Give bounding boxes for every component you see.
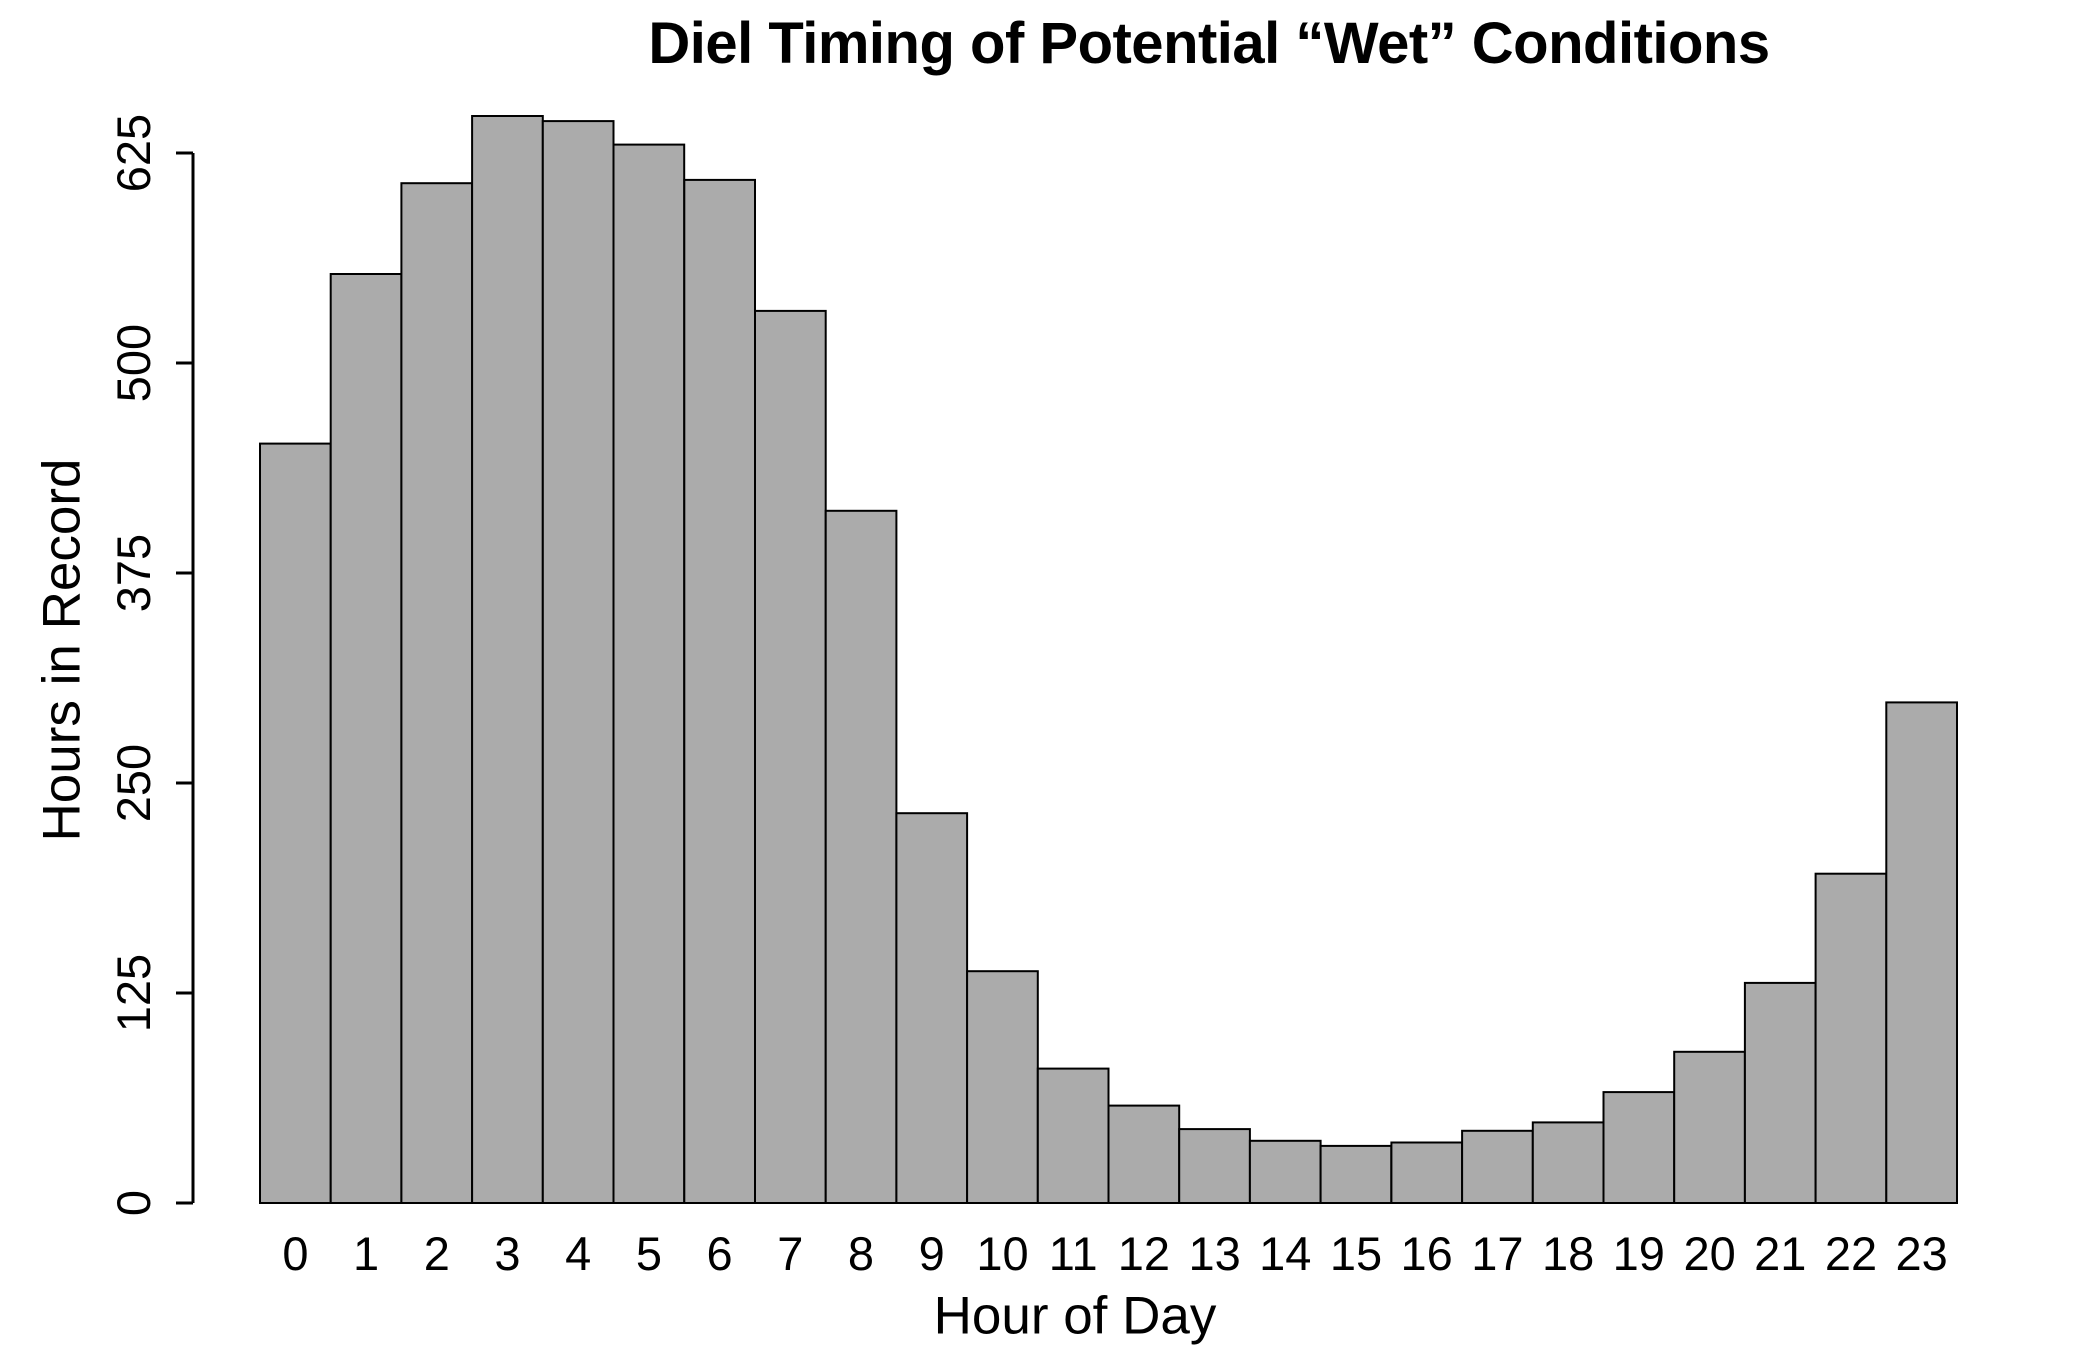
bar-hour-21 — [1743, 981, 1817, 1205]
x-tick-label: 22 — [1825, 1227, 1877, 1280]
chart-title: Diel Timing of Potential “Wet” Condition… — [648, 11, 1770, 76]
bar-hour-5 — [612, 143, 686, 1205]
x-tick-label: 12 — [1118, 1227, 1170, 1280]
bar-hour-22 — [1814, 872, 1888, 1204]
bar-hour-14 — [1248, 1139, 1322, 1205]
x-tick-label: 17 — [1471, 1227, 1523, 1280]
bar-hour-18 — [1531, 1121, 1605, 1205]
bar-hour-19 — [1602, 1091, 1676, 1204]
x-tick-label: 21 — [1754, 1227, 1806, 1280]
x-tick-label: 16 — [1401, 1227, 1453, 1280]
x-tick-label: 8 — [848, 1227, 874, 1280]
x-tick-label: 19 — [1613, 1227, 1665, 1280]
y-tick-label: 250 — [107, 744, 160, 822]
y-tick-label: 0 — [107, 1190, 160, 1216]
bar-hour-2 — [400, 182, 474, 1204]
y-tick-label: 125 — [107, 954, 160, 1032]
bar-hour-15 — [1319, 1144, 1393, 1205]
bar-hour-11 — [1036, 1067, 1110, 1204]
bar-hour-1 — [329, 273, 403, 1204]
x-tick-label: 9 — [919, 1227, 945, 1280]
bar-hour-3 — [471, 115, 544, 1204]
x-tick-label: 20 — [1683, 1227, 1735, 1280]
x-tick-label: 5 — [636, 1227, 662, 1280]
x-tick-label: 4 — [565, 1227, 591, 1280]
bar-hour-20 — [1673, 1050, 1746, 1205]
y-tick-label: 500 — [107, 324, 160, 402]
x-tick-label: 10 — [976, 1227, 1028, 1280]
x-tick-label: 6 — [707, 1227, 733, 1280]
x-tick-label: 3 — [494, 1227, 520, 1280]
bar-hour-12 — [1107, 1104, 1181, 1204]
y-tick-label: 625 — [107, 114, 160, 192]
x-tick-label: 7 — [777, 1227, 803, 1280]
y-tick-label: 375 — [107, 534, 160, 612]
x-tick-label: 13 — [1188, 1227, 1240, 1280]
x-tick-label: 18 — [1542, 1227, 1594, 1280]
x-tick-label: 11 — [1049, 1227, 1098, 1280]
bar-hour-4 — [541, 120, 615, 1205]
x-tick-label: 0 — [282, 1227, 308, 1280]
bar-hour-7 — [754, 309, 827, 1204]
bar-hour-0 — [259, 442, 332, 1205]
bar-hour-8 — [824, 509, 898, 1204]
bar-hour-17 — [1461, 1129, 1534, 1205]
x-tick-label: 1 — [353, 1227, 379, 1280]
bar-hour-6 — [683, 178, 756, 1204]
bar-hour-16 — [1390, 1141, 1464, 1204]
bar-hour-10 — [966, 970, 1039, 1205]
x-tick-label: 15 — [1330, 1227, 1382, 1280]
x-tick-label: 14 — [1259, 1227, 1311, 1280]
bar-hour-9 — [895, 812, 969, 1204]
x-axis-label: Hour of Day — [933, 1286, 1217, 1346]
x-tick-label: 2 — [424, 1227, 450, 1280]
bar-hour-23 — [1885, 701, 1959, 1205]
bar-hour-13 — [1178, 1128, 1251, 1204]
x-tick-label: 23 — [1896, 1227, 1948, 1280]
